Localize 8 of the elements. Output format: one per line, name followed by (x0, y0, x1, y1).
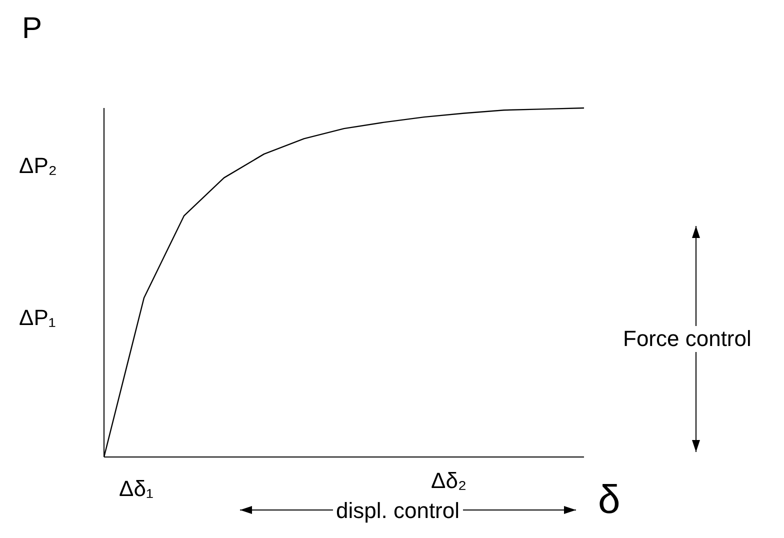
text: ΔP₂ (18, 153, 58, 179)
y-axis-title: P (22, 12, 42, 46)
text: Force control (620, 326, 754, 352)
text: Δδ₁ (118, 476, 154, 502)
text: displ. control (333, 498, 463, 524)
text: Δδ₂ (430, 468, 468, 494)
x-axis-title: δ (598, 478, 620, 523)
text: ΔP₁ (18, 305, 57, 331)
